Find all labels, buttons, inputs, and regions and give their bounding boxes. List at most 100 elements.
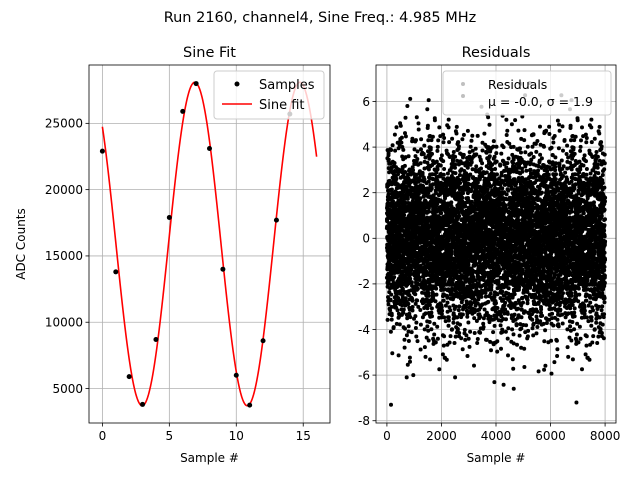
- residual-point: [514, 323, 519, 328]
- residual-point: [422, 345, 427, 350]
- residual-point: [453, 154, 458, 159]
- residual-point: [511, 144, 516, 149]
- residual-point: [442, 315, 447, 320]
- residual-point: [475, 337, 480, 341]
- residual-point: [398, 123, 403, 128]
- residual-point: [403, 170, 408, 174]
- residual-point: [393, 148, 398, 153]
- residual-point: [440, 352, 445, 357]
- sine-fit-ytick-label: 5000: [52, 382, 83, 396]
- residual-point: [436, 138, 441, 143]
- sample-point: [113, 269, 119, 275]
- residual-point: [435, 148, 440, 153]
- residual-point: [501, 382, 506, 387]
- residual-point: [494, 159, 499, 164]
- residual-point: [454, 124, 459, 129]
- residual-point: [415, 286, 420, 291]
- residual-point: [434, 286, 439, 291]
- residual-point: [510, 327, 515, 332]
- residual-point: [494, 151, 499, 156]
- sample-point: [273, 217, 279, 223]
- residual-point: [461, 152, 466, 157]
- residual-point: [448, 308, 453, 313]
- residual-point: [427, 209, 431, 214]
- sample-point: [140, 401, 146, 407]
- residual-point: [465, 128, 470, 133]
- residual-point: [499, 151, 504, 156]
- residual-point: [470, 133, 475, 138]
- residuals-panel: Residuals 0 2000 4000 6000 8000-8-6-4-20246 …: [358, 45, 620, 465]
- residual-point: [460, 347, 465, 352]
- residual-point: [457, 214, 462, 218]
- residual-point: [506, 353, 510, 358]
- residual-point: [455, 315, 460, 320]
- residual-point: [473, 146, 478, 151]
- residual-point: [449, 200, 454, 205]
- residual-point: [482, 131, 487, 136]
- sine-fit-xtick-label: 15: [296, 429, 311, 443]
- residual-point: [453, 334, 458, 339]
- residual-point: [428, 357, 433, 362]
- legend-samples-label: Samples: [259, 78, 315, 93]
- residual-point: [403, 115, 408, 120]
- residual-point: [512, 177, 517, 182]
- sample-point: [247, 402, 253, 408]
- residual-point: [445, 295, 450, 300]
- residual-point: [439, 211, 444, 216]
- residual-point: [401, 253, 406, 258]
- residual-point: [517, 333, 522, 338]
- residual-point: [458, 322, 462, 327]
- residual-point: [479, 294, 484, 299]
- residual-point: [386, 157, 391, 162]
- residual-point: [499, 346, 503, 351]
- residual-point: [406, 324, 411, 329]
- sine-fit-title: Sine Fit: [183, 45, 236, 61]
- sine-fit-curve: [101, 81, 318, 407]
- residuals-xtick-label: 0: [383, 429, 391, 443]
- residual-point: [389, 313, 394, 318]
- residual-point: [413, 326, 418, 330]
- residual-point: [480, 161, 485, 166]
- residual-point: [433, 299, 438, 304]
- residual-point: [413, 314, 418, 319]
- residual-point: [416, 127, 421, 132]
- residual-point: [505, 311, 510, 316]
- residual-point: [435, 144, 440, 149]
- sample-point: [260, 338, 266, 344]
- residual-point: [466, 336, 471, 341]
- residual-point: [389, 292, 394, 297]
- residual-point: [429, 327, 434, 332]
- residual-point: [399, 196, 404, 201]
- residual-point: [505, 128, 510, 133]
- residual-point: [457, 304, 462, 309]
- residual-point: [386, 151, 391, 156]
- residual-point: [395, 301, 399, 306]
- residual-point: [430, 151, 434, 156]
- residual-point: [493, 167, 498, 171]
- residual-point: [425, 107, 430, 112]
- residual-point: [429, 306, 434, 311]
- residual-point: [453, 171, 458, 176]
- residual-point: [441, 298, 446, 303]
- residual-point: [445, 300, 450, 305]
- residual-point: [491, 139, 496, 144]
- residual-point: [386, 280, 391, 285]
- residual-point: [418, 347, 423, 352]
- residual-point: [410, 308, 415, 313]
- sample-point: [207, 146, 212, 152]
- residual-point: [462, 327, 467, 332]
- residual-point: [406, 301, 411, 306]
- residual-point: [435, 336, 440, 341]
- residual-point: [442, 136, 447, 140]
- residual-point: [403, 326, 407, 331]
- residual-point: [411, 373, 416, 378]
- residuals-xtick-label: 8000: [590, 429, 621, 443]
- residuals-xtick-label: 6000: [535, 429, 566, 443]
- residual-point: [514, 301, 518, 306]
- residual-point: [441, 159, 446, 164]
- legend-sine-fit-label: Sine fit: [259, 98, 305, 113]
- residuals-ytick-label: 0: [362, 232, 370, 246]
- residual-point: [397, 322, 402, 327]
- residual-point: [437, 367, 442, 372]
